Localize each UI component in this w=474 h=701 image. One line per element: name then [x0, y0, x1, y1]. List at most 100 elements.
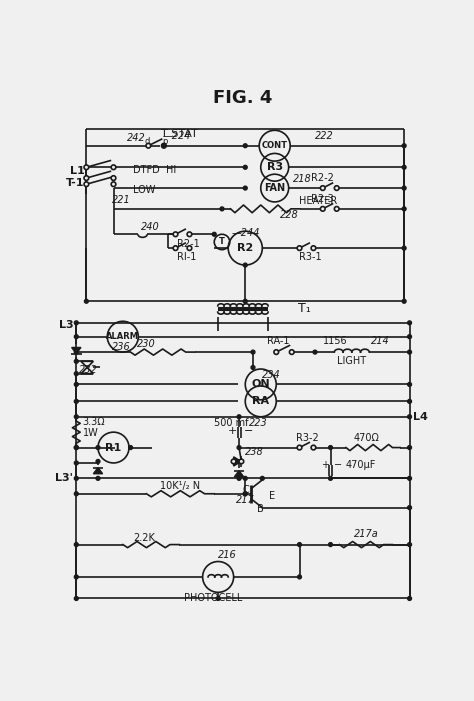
Text: 223: 223	[249, 418, 268, 428]
Text: 230: 230	[137, 339, 155, 349]
Circle shape	[243, 186, 247, 190]
Circle shape	[408, 321, 411, 325]
Circle shape	[96, 477, 100, 480]
Circle shape	[216, 597, 220, 600]
Circle shape	[408, 335, 411, 339]
Circle shape	[297, 246, 302, 250]
Circle shape	[243, 165, 247, 169]
Circle shape	[274, 350, 279, 355]
Text: CONT: CONT	[262, 141, 288, 150]
Text: 217: 217	[236, 495, 255, 505]
Text: C: C	[242, 485, 249, 495]
Circle shape	[243, 144, 247, 148]
Text: HEATER: HEATER	[300, 196, 338, 206]
Text: 232: 232	[79, 365, 97, 375]
Text: 3.3Ω
1W: 3.3Ω 1W	[82, 416, 105, 438]
Circle shape	[402, 144, 406, 148]
Circle shape	[243, 477, 247, 480]
Text: 234: 234	[262, 370, 281, 380]
Text: T STAT: T STAT	[161, 129, 198, 139]
Circle shape	[162, 144, 166, 148]
Circle shape	[334, 186, 339, 191]
Circle shape	[290, 350, 294, 355]
Circle shape	[402, 165, 406, 169]
Text: 218: 218	[293, 174, 312, 184]
Circle shape	[128, 446, 133, 449]
Text: 2.2K: 2.2K	[133, 533, 155, 543]
Text: —224: —224	[162, 132, 191, 142]
Circle shape	[74, 383, 78, 386]
Text: RI-1: RI-1	[177, 252, 196, 262]
Text: R1: R1	[105, 442, 122, 453]
Text: —244: —244	[231, 228, 260, 238]
Circle shape	[313, 350, 317, 354]
Circle shape	[84, 176, 89, 180]
Circle shape	[173, 232, 178, 236]
Circle shape	[74, 575, 78, 579]
Text: +: +	[228, 426, 237, 435]
Circle shape	[111, 165, 116, 170]
Text: 242: 242	[128, 133, 146, 143]
Text: FIG. 4: FIG. 4	[213, 89, 273, 107]
Circle shape	[251, 350, 255, 354]
Text: B: B	[257, 504, 264, 514]
Circle shape	[243, 492, 247, 496]
Text: ON: ON	[251, 379, 270, 390]
Circle shape	[74, 415, 78, 418]
Circle shape	[320, 186, 325, 191]
Circle shape	[74, 350, 78, 354]
Circle shape	[311, 445, 316, 450]
Circle shape	[212, 232, 216, 236]
Circle shape	[74, 360, 78, 363]
Circle shape	[220, 207, 224, 211]
Circle shape	[74, 543, 78, 547]
Polygon shape	[234, 457, 241, 466]
Circle shape	[231, 459, 236, 464]
Text: R2-2: R2-2	[311, 173, 334, 183]
Circle shape	[402, 246, 406, 250]
Text: R2: R2	[237, 243, 254, 253]
Text: 222: 222	[315, 132, 334, 142]
Circle shape	[328, 477, 332, 480]
Text: +: +	[321, 461, 329, 470]
Circle shape	[251, 365, 255, 369]
Circle shape	[243, 299, 247, 304]
Text: 228: 228	[280, 210, 299, 220]
Circle shape	[111, 176, 116, 180]
Circle shape	[74, 372, 78, 376]
Polygon shape	[72, 348, 81, 353]
Circle shape	[74, 446, 78, 449]
Text: 240: 240	[141, 222, 159, 231]
Text: L3': L3'	[55, 473, 73, 484]
Circle shape	[328, 543, 332, 547]
Circle shape	[74, 446, 78, 449]
Text: R3-2: R3-2	[296, 433, 319, 443]
Text: LIGHT: LIGHT	[337, 356, 366, 367]
Circle shape	[408, 415, 411, 418]
Circle shape	[408, 446, 411, 449]
Circle shape	[328, 446, 332, 449]
Circle shape	[297, 445, 302, 450]
Circle shape	[96, 446, 100, 449]
Text: 10K¹/₂ N: 10K¹/₂ N	[160, 481, 200, 491]
Text: E: E	[268, 491, 274, 501]
Text: FAN: FAN	[264, 183, 285, 193]
Text: T: T	[219, 238, 225, 247]
Circle shape	[408, 383, 411, 386]
Circle shape	[173, 246, 178, 250]
Circle shape	[402, 186, 406, 190]
Text: RA: RA	[252, 396, 269, 407]
Polygon shape	[93, 468, 103, 474]
Polygon shape	[235, 470, 244, 477]
Circle shape	[260, 477, 264, 480]
Circle shape	[162, 144, 166, 148]
Circle shape	[96, 459, 100, 463]
Circle shape	[84, 299, 88, 304]
Text: 500 mf: 500 mf	[214, 418, 249, 428]
Text: 470μF: 470μF	[346, 461, 376, 470]
Circle shape	[74, 477, 78, 480]
Text: −: −	[244, 426, 253, 435]
Circle shape	[298, 543, 301, 547]
Text: 217a: 217a	[354, 529, 379, 539]
Circle shape	[408, 543, 411, 547]
